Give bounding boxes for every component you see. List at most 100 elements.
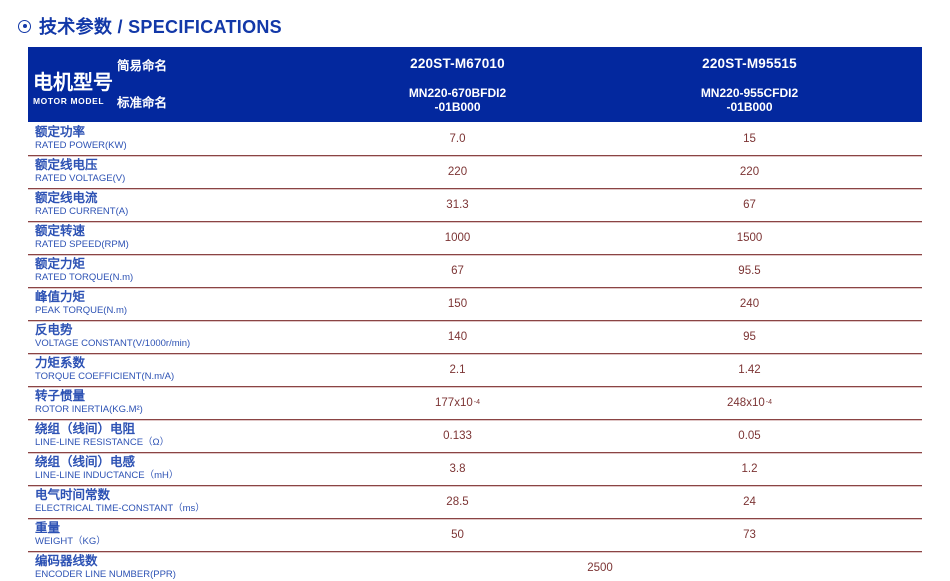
spec-label: 电气时间常数 ELECTRICAL TIME-CONSTANT（ms） — [28, 485, 308, 518]
spec-label-zh: 额定力矩 — [35, 256, 86, 271]
name-type-labels: 简易命名 标准命名 — [117, 47, 167, 122]
spec-label-zh: 额定线电压 — [35, 157, 98, 172]
table-row: 电气时间常数 ELECTRICAL TIME-CONSTANT（ms） 28.5… — [28, 485, 922, 518]
table-row: 编码器线数 ENCODER LINE NUMBER(PPR) 2500 — [28, 551, 922, 581]
spec-value-model-2: 248x10 -4 — [727, 396, 772, 409]
spec-value-model-1: 3.8 — [449, 462, 466, 475]
model-column-1-header: 220ST-M67010 MN220-670BFDI2 -01B000 — [308, 47, 607, 122]
page-title-text: 技术参数 / SPECIFICATIONS — [39, 17, 282, 37]
spec-value-model-1: 140 — [447, 330, 468, 343]
table-row: 额定线电流 RATED CURRENT(A) 31.3 67 — [28, 188, 922, 221]
table-row: 峰值力矩 PEAK TORQUE(N.m) 150 240 — [28, 287, 922, 320]
spec-label: 绕组（线间）电感 LINE-LINE INDUCTANCE（mH） — [28, 452, 308, 485]
spec-value-model-1: 2.1 — [449, 363, 466, 376]
table-row: 转子惯量 ROTOR INERTIA(KG.M²) 177x10 -4 248x1… — [28, 386, 922, 419]
circle-dot-icon — [18, 19, 31, 33]
spec-value-model-2: 0.05 — [738, 429, 761, 442]
spec-value-model-2: 240 — [739, 297, 760, 310]
spec-label-en: PEAK TORQUE(N.m) — [35, 305, 128, 317]
motor-model-en: MOTOR MODEL — [33, 95, 105, 106]
spec-label-zh: 重量 — [35, 520, 61, 535]
spec-label-zh: 峰值力矩 — [35, 289, 86, 304]
spec-label-zh: 额定功率 — [35, 124, 86, 139]
spec-label: 额定转速 RATED SPEED(RPM) — [28, 221, 308, 254]
model-column-2-header: 220ST-M95515 MN220-955CFDI2 -01B000 — [607, 47, 922, 122]
spec-value-model-2: 24 — [743, 495, 756, 508]
motor-model-zh: 电机型号 — [33, 71, 113, 94]
table-row: 绕组（线间）电阻 LINE-LINE RESISTANCE（Ω） 0.133 0… — [28, 419, 922, 452]
spec-value-model-2: 1.42 — [738, 363, 761, 376]
spec-label-en: LINE-LINE RESISTANCE（Ω） — [35, 437, 170, 449]
spec-label: 编码器线数 ENCODER LINE NUMBER(PPR) — [28, 551, 308, 581]
spec-label: 额定线电压 RATED VOLTAGE(V) — [28, 155, 308, 188]
table-header: 电机型号 MOTOR MODEL 简易命名 标准命名 220ST-M67010 … — [28, 47, 922, 122]
motor-model-title: 电机型号 MOTOR MODEL — [33, 47, 117, 122]
model-1-standard-name: MN220-670BFDI2 -01B000 — [308, 81, 607, 122]
spec-label-en: RATED TORQUE(N.m) — [35, 272, 134, 284]
spec-label: 反电势 VOLTAGE CONSTANT(V/1000r/min) — [28, 320, 308, 353]
spec-value-model-2: 1500 — [736, 231, 763, 244]
spec-value-model-1: 177x10 -4 — [435, 396, 480, 409]
spec-label-zh: 额定转速 — [35, 223, 86, 238]
motor-model-header-cell: 电机型号 MOTOR MODEL 简易命名 标准命名 — [28, 47, 308, 122]
page-title: 技术参数 / SPECIFICATIONS — [18, 13, 282, 39]
spec-value-model-1: 50 — [451, 528, 464, 541]
spec-value-model-1: 0.133 — [443, 429, 472, 442]
spec-label: 力矩系数 TORQUE COEFFICIENT(N.m/A) — [28, 353, 308, 386]
spec-label-zh: 绕组（线间）电感 — [35, 454, 136, 469]
spec-value-model-1: 31.3 — [446, 198, 469, 211]
spec-label-zh: 额定线电流 — [35, 190, 98, 205]
table-row: 重量 WEIGHT（KG） 50 73 — [28, 518, 922, 551]
spec-label-en: ROTOR INERTIA(KG.M²) — [35, 404, 143, 416]
standard-name-label: 标准命名 — [117, 96, 168, 110]
table-row: 反电势 VOLTAGE CONSTANT(V/1000r/min) 140 95 — [28, 320, 922, 353]
spec-label-en: RATED VOLTAGE(V) — [35, 173, 126, 185]
spec-value-model-1: 28.5 — [446, 495, 469, 508]
spec-label-en: WEIGHT（KG） — [35, 536, 106, 548]
spec-label-zh: 力矩系数 — [35, 355, 86, 370]
spec-value-model-2: 220 — [739, 165, 760, 178]
spec-label: 额定功率 RATED POWER(KW) — [28, 122, 308, 155]
spec-label-zh: 转子惯量 — [35, 388, 86, 403]
spec-value-model-2: 67 — [743, 198, 756, 211]
spec-label: 额定力矩 RATED TORQUE(N.m) — [28, 254, 308, 287]
spec-label: 转子惯量 ROTOR INERTIA(KG.M²) — [28, 386, 308, 419]
spec-value-model-2: 95 — [743, 330, 756, 343]
spec-label: 重量 WEIGHT（KG） — [28, 518, 308, 551]
spec-value-model-2: 73 — [743, 528, 756, 541]
model-2-standard-name: MN220-955CFDI2 -01B000 — [607, 81, 892, 122]
table-row: 额定力矩 RATED TORQUE(N.m) 67 95.5 — [28, 254, 922, 287]
model-2-standard-name-line1: MN220-955CFDI2 — [700, 85, 799, 100]
model-1-simple-name: 220ST-M67010 — [410, 56, 505, 71]
spec-label: 额定线电流 RATED CURRENT(A) — [28, 188, 308, 221]
spec-label-en: RATED SPEED(RPM) — [35, 239, 129, 251]
model-2-standard-name-line2: -01B000 — [726, 100, 773, 114]
model-2-simple-name: 220ST-M95515 — [702, 56, 797, 71]
spec-value-model-1: 7.0 — [449, 132, 466, 145]
spec-value-model-2: 15 — [743, 132, 756, 145]
spec-label-en: TORQUE COEFFICIENT(N.m/A) — [35, 371, 175, 383]
table-row: 额定功率 RATED POWER(KW) 7.0 15 — [28, 122, 922, 155]
table-body: 额定功率 RATED POWER(KW) 7.0 15 额定线电压 RATED … — [28, 122, 922, 581]
model-1-standard-name-line1: MN220-670BFDI2 — [408, 85, 507, 100]
spec-label-zh: 电气时间常数 — [35, 487, 111, 502]
spec-value-model-2: 1.2 — [741, 462, 758, 475]
spec-value-model-1: 1000 — [444, 231, 471, 244]
simple-name-label: 简易命名 — [117, 58, 168, 73]
spec-label-en: RATED POWER(KW) — [35, 140, 127, 152]
spec-value-both-models: 2500 — [587, 561, 613, 574]
specifications-table: 电机型号 MOTOR MODEL 简易命名 标准命名 220ST-M67010 … — [28, 47, 922, 581]
spec-label: 绕组（线间）电阻 LINE-LINE RESISTANCE（Ω） — [28, 419, 308, 452]
spec-label-en: ELECTRICAL TIME-CONSTANT（ms） — [35, 503, 205, 515]
spec-label-en: VOLTAGE CONSTANT(V/1000r/min) — [35, 338, 191, 350]
spec-label: 峰值力矩 PEAK TORQUE(N.m) — [28, 287, 308, 320]
table-row: 力矩系数 TORQUE COEFFICIENT(N.m/A) 2.1 1.42 — [28, 353, 922, 386]
spec-label-zh: 绕组（线间）电阻 — [35, 421, 136, 436]
table-row: 绕组（线间）电感 LINE-LINE INDUCTANCE（mH） 3.8 1.… — [28, 452, 922, 485]
spec-value-model-1: 150 — [447, 297, 468, 310]
spec-label-zh: 编码器线数 — [35, 553, 98, 568]
spec-value-model-2: 95.5 — [738, 264, 761, 277]
table-row: 额定转速 RATED SPEED(RPM) 1000 1500 — [28, 221, 922, 254]
model-1-standard-name-line2: -01B000 — [434, 100, 481, 114]
